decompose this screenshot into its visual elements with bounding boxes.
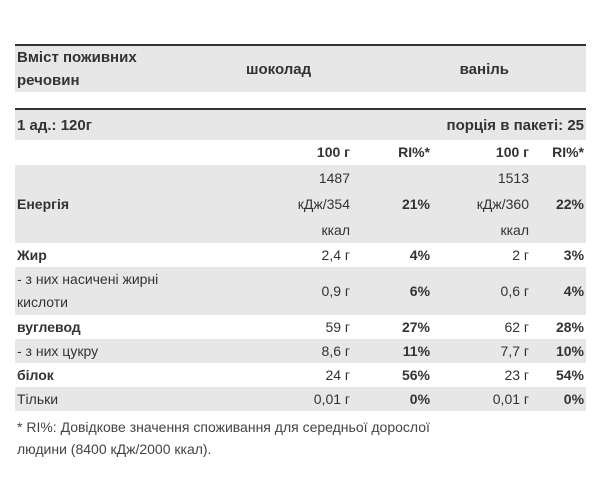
column-header-blank (15, 140, 200, 165)
header-row: Вміст поживних речовин шоколад ваніль (15, 46, 586, 92)
row-label-line-1: - з них насичені жирні (17, 271, 159, 287)
table-row: Тільки 0,01 г 0% 0,01 г 0% (15, 387, 587, 411)
row-label: - з них цукру (17, 342, 99, 359)
row-r1: 0% (409, 390, 431, 407)
row-r1: 4% (409, 246, 431, 263)
row-v2: 2 г (512, 246, 530, 263)
row-label: - з них насичені жирні кислоти (15, 267, 200, 315)
energy-v1-kj: 1487 (318, 170, 351, 186)
col-v1-ri: RI%* (398, 144, 431, 160)
column-header-row: 100 г RI%* 100 г RI%* (15, 140, 586, 165)
table-row: - з них насичені жирні кислоти 0,9 г 6% … (15, 267, 587, 315)
energy-v2-kj: 1513 (497, 170, 530, 186)
energy-v2-kj-kcal: кДж/360 (476, 196, 530, 212)
table-row: Жир 2,4 г 4% 2 г 3% (15, 243, 586, 267)
row-r2: 0% (563, 390, 585, 407)
row-v1: 0,9 г (321, 282, 351, 299)
row-v1: 2,4 г (321, 246, 351, 263)
row-r1: 21% (401, 195, 431, 212)
nutrients-heading: Вміст поживних речовин (17, 49, 137, 89)
variant-chocolate-heading: шоколад (246, 60, 312, 78)
row-r2: 4% (563, 282, 585, 299)
variant-vanilla-heading: ваніль (459, 60, 509, 78)
energy-v2-lines: 1513 кДж/360 ккал (471, 165, 529, 243)
footnote-line-2: людини (8400 кДж/2000 ккал). (17, 441, 212, 457)
row-r1: 6% (409, 282, 431, 299)
footnote: * RI%: Довідкове значення споживання для… (15, 416, 586, 460)
row-r1: 56% (401, 366, 431, 383)
table-row: білок 24 г 56% 23 г 54% (15, 363, 586, 387)
row-label: Енергія (17, 195, 70, 212)
col-v2-ri: RI%* (552, 144, 585, 160)
row-v1: 59 г (325, 318, 351, 335)
row-label: білок (17, 366, 54, 383)
table-row: Енергія 1487 кДж/354 ккал 21% 1513 кДж/3… (15, 165, 587, 243)
table-row: - з них цукру 8,6 г 11% 7,7 г 10% (15, 339, 587, 363)
row-v2: 0,01 г (492, 390, 530, 407)
row-v1: 24 г (325, 366, 351, 383)
energy-v1-kj-kcal: кДж/354 (297, 196, 351, 212)
serving-row: 1 ад.: 120г порція в пакеті: 25 (15, 110, 587, 140)
col-v2-per100: 100 г (495, 144, 530, 160)
row-v2: 1513 кДж/360 ккал (432, 165, 529, 243)
row-v2: 23 г (504, 366, 530, 383)
row-v1: 0,01 г (313, 390, 351, 407)
serving-per-pack: порція в пакеті: 25 (446, 116, 585, 134)
row-label: Тільки (17, 390, 59, 407)
row-r2: 54% (555, 366, 585, 383)
footnote-line-1: * RI%: Довідкове значення споживання для… (17, 419, 430, 435)
nutrition-table: Вміст поживних речовин шоколад ваніль (15, 46, 586, 92)
row-r2: 28% (555, 318, 585, 335)
nutrition-panel: Вміст поживних речовин шоколад ваніль 1 … (15, 44, 587, 460)
row-r2: 10% (555, 342, 585, 359)
row-r2: 3% (563, 246, 585, 263)
row-v1: 1487 кДж/354 ккал (200, 165, 350, 243)
nutrition-values-table: 1 ад.: 120г порція в пакеті: 25 100 г RI… (15, 110, 587, 411)
row-label-line-2: кислоти (17, 294, 68, 310)
serving-unit: 1 ад.: 120г (17, 116, 92, 134)
spacer (15, 92, 586, 108)
row-label: Жир (17, 246, 47, 263)
energy-v2-kcal: ккал (500, 222, 530, 238)
serving-rule (15, 108, 586, 110)
table-row: вуглевод 59 г 27% 62 г 28% (15, 315, 586, 339)
row-v2: 0,6 г (500, 282, 530, 299)
row-r1: 27% (401, 318, 431, 335)
energy-v1-kcal: ккал (321, 222, 351, 238)
top-rule (15, 44, 586, 46)
row-v1: 8,6 г (321, 342, 351, 359)
row-r1: 11% (402, 342, 431, 359)
energy-v1-lines: 1487 кДж/354 ккал (292, 165, 350, 243)
row-label: вуглевод (17, 318, 81, 335)
row-r2: 22% (555, 195, 585, 212)
row-v2: 7,7 г (500, 342, 530, 359)
row-v2: 62 г (504, 318, 530, 335)
col-v1-per100: 100 г (316, 144, 351, 160)
